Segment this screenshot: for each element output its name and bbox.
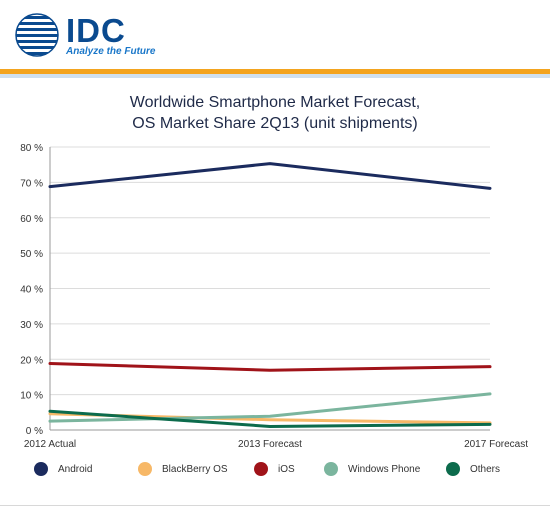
bottom-divider [0, 505, 550, 506]
idc-logo[interactable]: IDC Analyze the Future [14, 10, 174, 58]
y-tick-label: 40 % [20, 285, 43, 296]
legend-item-android: Android [34, 460, 92, 478]
legend-label: Android [58, 463, 93, 475]
orange-divider [0, 69, 550, 74]
series-line-others [48, 409, 492, 428]
chart-title: Worldwide Smartphone Market Forecast, OS… [0, 92, 550, 134]
y-tick-label: 20 % [20, 355, 43, 366]
globe-icon [15, 13, 59, 57]
legend-swatch [138, 462, 152, 476]
legend-item-ios: iOS [254, 460, 295, 478]
series-line-windows-phone [48, 392, 492, 423]
legend-swatch [254, 462, 268, 476]
legend-item-windows-phone: Windows Phone [324, 460, 420, 478]
logo-tagline: Analyze the Future [66, 46, 156, 57]
legend-swatch [34, 462, 48, 476]
logo-text: IDC [66, 12, 126, 49]
legend-swatch [446, 462, 460, 476]
chart-title-line-1: Worldwide Smartphone Market Forecast, [129, 94, 421, 111]
legend-label: BlackBerry OS [162, 463, 228, 475]
series-line-ios [48, 361, 492, 372]
blue-divider [0, 74, 550, 78]
legend-item-others: Others [446, 460, 500, 478]
y-tick-label: 50 % [20, 249, 43, 260]
legend-item-blackberry-os: BlackBerry OS [138, 460, 228, 478]
series-line-android [48, 162, 492, 190]
header: IDC Analyze the Future [0, 0, 550, 70]
x-tick-label: 2017 Forecast [464, 439, 528, 450]
legend-label: Others [470, 463, 501, 475]
y-tick-label: 10 % [20, 391, 43, 402]
legend-label: iOS [278, 463, 295, 475]
line-chart: 0 % 10 % 20 % 30 % 40 % 50 % 60 % 70 % 80 % 2012 … [20, 143, 528, 450]
legend-swatch [324, 462, 338, 476]
y-tick-label: 30 % [20, 320, 43, 331]
legend-label: Windows Phone [348, 463, 421, 475]
chart-legend: Android BlackBerry OS iOS Windows Phone Othe… [34, 460, 534, 480]
y-tick-label: 70 % [20, 178, 43, 189]
x-tick-label: 2013 Forecast [238, 439, 302, 450]
y-tick-label: 80 % [20, 143, 43, 154]
chart-title-line-2: OS Market Share 2Q13 (unit shipments) [132, 115, 418, 132]
y-tick-label: 0 % [26, 426, 43, 437]
y-tick-label: 60 % [20, 214, 43, 225]
x-tick-label: 2012 Actual [24, 439, 76, 450]
